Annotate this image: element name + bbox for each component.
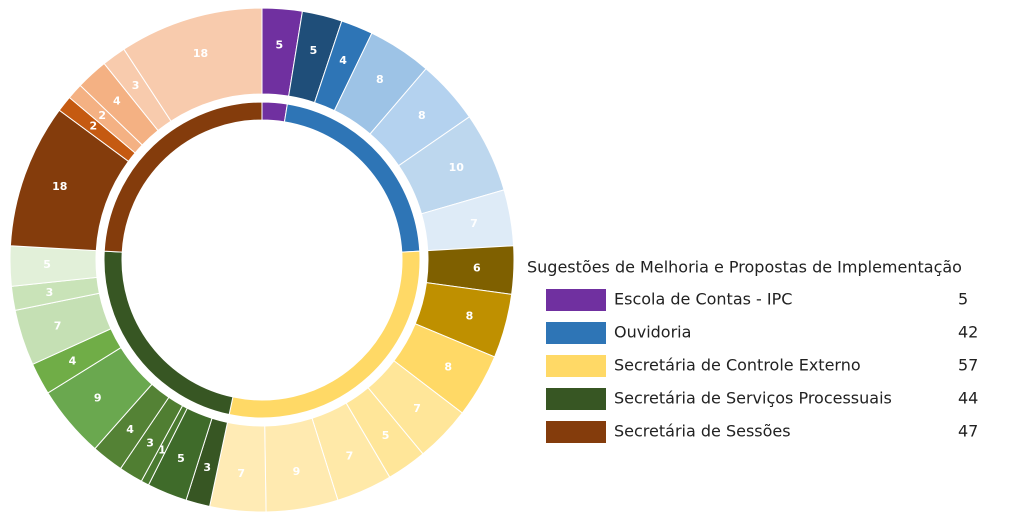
segment-label: 5 [275, 39, 283, 52]
segment-label: 7 [413, 402, 421, 415]
segment-label: 3 [203, 461, 211, 474]
legend-value: 42 [958, 323, 978, 342]
segment-label: 3 [132, 79, 140, 92]
legend-swatch [546, 388, 606, 410]
legend-label: Secretária de Sessões [614, 422, 791, 441]
segment-label: 5 [310, 44, 318, 57]
legend-title: Sugestões de Melhoria e Propostas de Imp… [527, 258, 962, 277]
legend-label: Escola de Contas - IPC [614, 290, 792, 309]
segment-label: 4 [69, 354, 77, 367]
legend-value: 57 [958, 356, 978, 375]
segment-label: 7 [237, 467, 245, 480]
segment-label: 8 [418, 109, 426, 122]
segment-label: 2 [98, 109, 106, 122]
segment-label: 6 [473, 262, 481, 275]
segment-label: 4 [113, 94, 121, 107]
segment-label: 2 [89, 120, 97, 133]
legend-value: 47 [958, 422, 978, 441]
segment-label: 8 [376, 73, 384, 86]
segment-label: 4 [126, 423, 134, 436]
legend-label: Ouvidoria [614, 323, 691, 342]
legend-value: 44 [958, 389, 978, 408]
segment-label: 3 [146, 437, 154, 450]
segment-label: 4 [339, 54, 347, 67]
inner-segment [103, 101, 263, 253]
segment-label: 9 [293, 465, 301, 478]
legend-swatch [546, 355, 606, 377]
segment-label: 9 [94, 392, 102, 405]
segment-label: 7 [470, 217, 478, 230]
legend-swatch [546, 421, 606, 443]
segment-label: 10 [449, 161, 465, 174]
segment-label: 1 [158, 443, 166, 456]
segment-label: 5 [177, 452, 185, 465]
segment-label: 7 [346, 449, 354, 462]
segment-label: 8 [466, 309, 474, 322]
legend-label: Secretária de Controle Externo [614, 356, 861, 375]
legend-value: 5 [958, 290, 968, 309]
segment-label: 18 [193, 47, 208, 60]
inner-segment [261, 101, 288, 123]
segment-label: 18 [52, 180, 67, 193]
outer-segment [123, 7, 263, 122]
segment-label: 5 [382, 429, 390, 442]
segment-label: 3 [46, 286, 54, 299]
legend-label: Secretária de Serviços Processuais [614, 389, 892, 408]
segment-label: 7 [54, 319, 62, 332]
legend-swatch [546, 322, 606, 344]
segment-label: 8 [444, 361, 452, 374]
segment-label: 5 [43, 258, 51, 271]
legend-swatch [546, 289, 606, 311]
